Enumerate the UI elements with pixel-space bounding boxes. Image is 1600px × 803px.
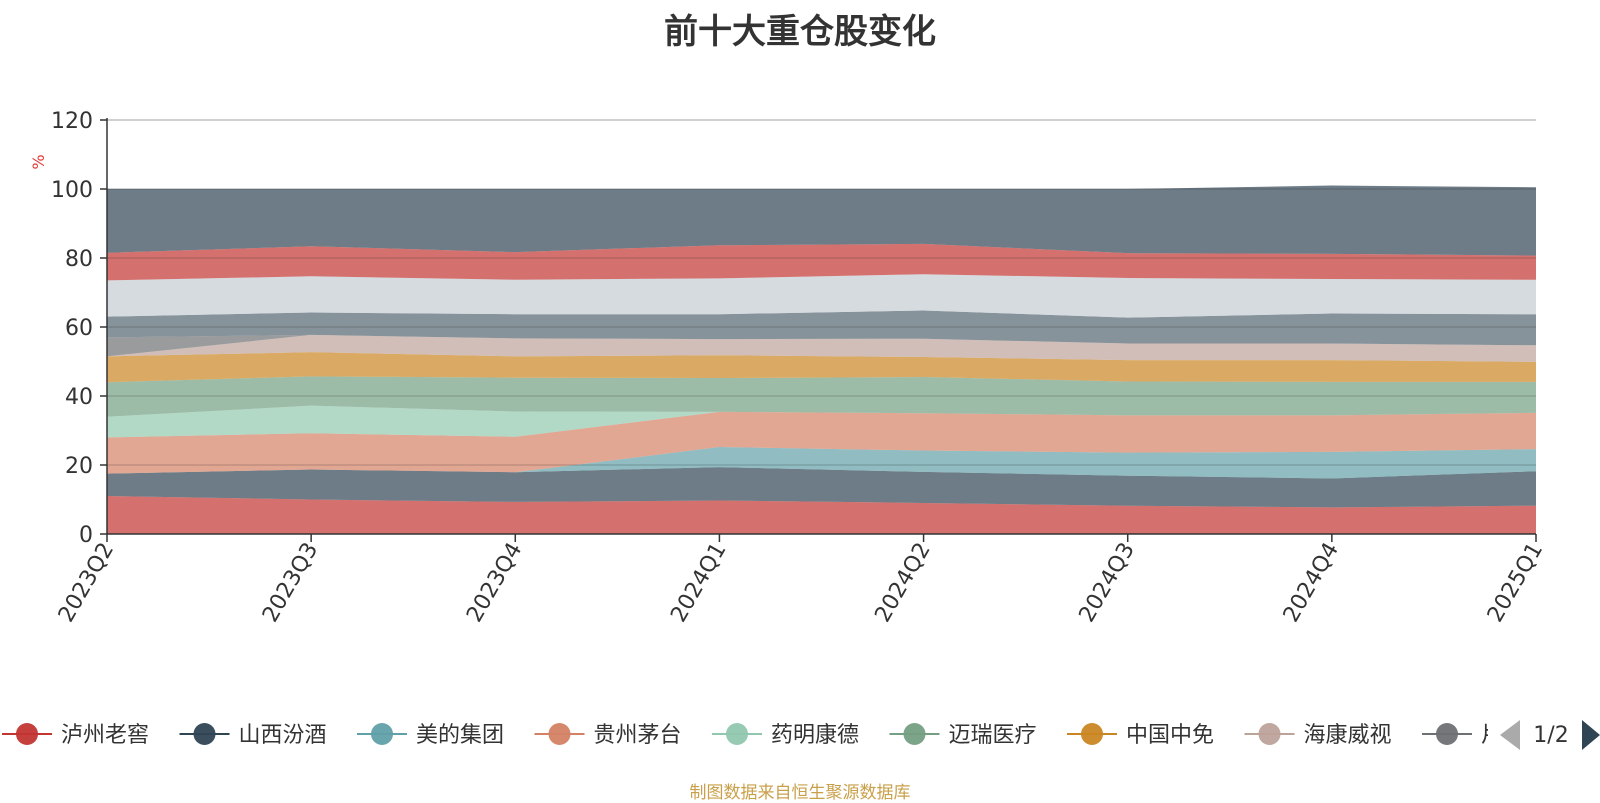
area-series-8 xyxy=(107,334,1536,357)
legend-next-arrow-icon[interactable] xyxy=(1582,720,1600,750)
legend-marker xyxy=(1258,723,1281,745)
area-series-0 xyxy=(107,496,1536,534)
legend-marker xyxy=(548,723,571,745)
legend-marker xyxy=(16,723,38,745)
legend-label: 贵州茅台 xyxy=(594,723,682,748)
legend-marker xyxy=(903,723,926,745)
legend-page-indicator: 1/2 xyxy=(1533,723,1568,748)
legend-marker xyxy=(726,723,748,745)
legend-item-1[interactable]: 山西汾酒 xyxy=(179,723,327,748)
area-series-9 xyxy=(107,310,1536,346)
legend-marker xyxy=(371,723,393,745)
stacked-area-chart: 0 20 40 60 80 100 120 2023Q2 2023Q3 2023Q4 2024Q1 2… xyxy=(2,109,1600,760)
y-tick-label: 80 xyxy=(65,247,93,272)
legend-prev-arrow-icon[interactable] xyxy=(1500,720,1520,750)
y-tick-label: 100 xyxy=(51,178,93,203)
legend-label: 迈瑞医疗 xyxy=(949,723,1037,748)
x-tick-label: 2023Q2 xyxy=(54,539,119,627)
legend-label: 中国中免 xyxy=(1126,723,1214,748)
legend-label: 山西汾酒 xyxy=(239,723,327,748)
chart-title: 前十大重仓股变化 xyxy=(664,12,936,52)
legend-label: 美的集团 xyxy=(416,723,504,748)
x-tick-label: 2023Q3 xyxy=(258,539,323,627)
legend-label: 药明康德 xyxy=(771,723,859,748)
y-axis-unit-label: % xyxy=(29,154,48,169)
area-series-5 xyxy=(107,376,1536,417)
y-tick-label: 120 xyxy=(51,109,93,134)
area-series-12 xyxy=(107,185,1536,256)
area-series-11 xyxy=(107,243,1536,281)
area-series-10 xyxy=(107,274,1536,318)
legend: 泸州老窖山西汾酒美的集团贵州茅台药明康德迈瑞医疗中国中免海康威视片1/2 xyxy=(2,712,1600,760)
legend-item-7[interactable]: 海康威视 xyxy=(1244,723,1392,748)
x-tick-label: 2023Q4 xyxy=(462,539,527,627)
area-series-7 xyxy=(107,334,1536,362)
legend-item-3[interactable]: 贵州茅台 xyxy=(534,723,682,748)
y-tick-label: 60 xyxy=(65,316,93,341)
legend-item-0[interactable]: 泸州老窖 xyxy=(2,723,149,748)
legend-item-4[interactable]: 药明康德 xyxy=(712,723,859,748)
source-note: 制图数据来自恒生聚源数据库 xyxy=(689,783,911,803)
legend-item-5[interactable]: 迈瑞医疗 xyxy=(889,723,1037,748)
legend-item-6[interactable]: 中国中免 xyxy=(1067,723,1214,748)
area-series-6 xyxy=(107,352,1536,383)
area-series-layer xyxy=(107,119,1536,534)
x-tick-label: 2024Q2 xyxy=(870,539,935,627)
legend-marker xyxy=(1436,723,1458,745)
y-tick-label: 40 xyxy=(65,385,93,410)
x-tick-label: 2024Q3 xyxy=(1075,539,1140,627)
legend-label: 泸州老窖 xyxy=(61,723,149,748)
area-series-3 xyxy=(107,411,1536,474)
area-series-2 xyxy=(107,447,1536,479)
area-series-1 xyxy=(107,467,1536,508)
x-tick-label: 2024Q1 xyxy=(666,539,731,627)
legend-label: 海康威视 xyxy=(1304,723,1392,748)
legend-marker xyxy=(1081,723,1103,745)
y-tick-label: 20 xyxy=(65,454,93,479)
area-series-4 xyxy=(107,405,1536,438)
legend-item-2[interactable]: 美的集团 xyxy=(357,723,504,748)
y-tick-label: 0 xyxy=(79,523,93,548)
legend-marker xyxy=(193,723,216,745)
x-tick-label: 2025Q1 xyxy=(1483,539,1548,627)
x-tick-label: 2024Q4 xyxy=(1279,539,1344,627)
